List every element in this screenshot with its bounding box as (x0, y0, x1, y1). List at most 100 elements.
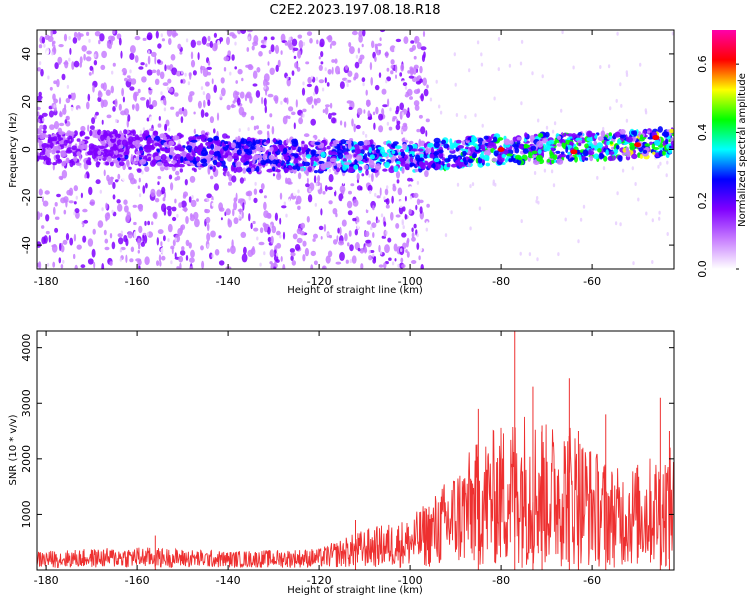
band-blob (113, 130, 118, 134)
band-blob (154, 155, 161, 161)
band-blob (619, 129, 626, 135)
band-blob (301, 140, 305, 144)
noise-blob (81, 45, 87, 52)
band-blob (335, 167, 341, 173)
noise-blob (170, 245, 175, 250)
noise-blob (396, 179, 400, 184)
noise-blob (193, 128, 197, 134)
noise-blob (397, 187, 403, 196)
noise-blob (125, 215, 130, 223)
band-blob (578, 142, 582, 147)
noise-blob (189, 213, 193, 219)
band-blob (249, 146, 256, 150)
noise-blob (404, 213, 407, 220)
band-blob (177, 159, 181, 165)
band-blob (320, 151, 326, 158)
band-blob (285, 138, 289, 144)
noise-blob (212, 43, 218, 52)
band-blob (196, 136, 202, 140)
noise-blob (298, 40, 304, 49)
spectrogram-heatmap (37, 30, 674, 269)
band-blob (97, 161, 101, 165)
noise-blob (260, 183, 265, 190)
noise-blob (384, 188, 389, 196)
noise-blob (85, 120, 92, 126)
noise-speck (174, 237, 177, 242)
noise-blob (263, 97, 267, 107)
noise-blob (242, 167, 247, 174)
noise-blob (246, 30, 253, 33)
noise-blob (146, 99, 150, 109)
band-blob (475, 145, 479, 151)
noise-blob (373, 256, 377, 261)
noise-speck (536, 196, 539, 200)
band-blob (549, 150, 553, 156)
noise-blob (106, 114, 112, 119)
band-blob (374, 163, 382, 171)
noise-blob (318, 79, 325, 84)
band-blob (582, 149, 589, 157)
noise-blob (157, 181, 160, 186)
noise-blob (395, 74, 397, 79)
noise-speck (324, 67, 327, 72)
band-blob (631, 130, 635, 135)
band-blob (172, 135, 180, 141)
noise-blob (146, 32, 153, 40)
band-blob (128, 136, 134, 144)
noise-blob (305, 61, 310, 65)
band-blob (224, 141, 229, 145)
noise-blob (348, 230, 352, 237)
band-blob (467, 137, 472, 141)
band-blob (153, 135, 161, 142)
noise-blob (145, 63, 148, 68)
band-blob (217, 151, 221, 157)
band-blob (164, 148, 170, 154)
noise-blob (189, 266, 194, 269)
band-blob (235, 161, 242, 168)
band-blob (252, 155, 259, 160)
noise-blob (351, 30, 358, 36)
noise-blob (132, 204, 137, 208)
noise-speck (160, 91, 163, 96)
band-blob (425, 146, 429, 154)
noise-blob (131, 263, 136, 269)
band-blob (97, 150, 101, 156)
noise-blob (180, 116, 184, 124)
band-blob (106, 155, 112, 163)
snr-y-tick-label: 4000 (20, 334, 33, 362)
noise-speck (497, 37, 501, 41)
noise-speck (508, 63, 512, 68)
band-blob (411, 143, 418, 150)
noise-blob (302, 240, 307, 247)
band-blob (414, 168, 419, 173)
noise-blob (118, 37, 122, 46)
noise-speck (66, 84, 70, 89)
noise-blob (126, 75, 131, 79)
noise-blob (92, 85, 95, 93)
band-blob (444, 158, 451, 163)
noise-blob (154, 78, 160, 86)
noise-blob (170, 54, 176, 61)
noise-blob (387, 114, 393, 124)
noise-blob (304, 247, 309, 257)
band-blob (190, 139, 198, 143)
noise-blob (188, 114, 194, 119)
noise-blob (267, 61, 270, 66)
band-blob (387, 143, 391, 147)
noise-blob (181, 200, 187, 208)
band-blob (593, 144, 599, 151)
noise-speck (73, 211, 76, 216)
noise-blob (112, 181, 116, 190)
noise-speck (315, 182, 318, 187)
band-blob (331, 143, 337, 147)
snr-x-tick-label: -160 (125, 574, 150, 587)
band-blob (508, 158, 513, 163)
noise-speck (166, 86, 170, 91)
noise-blob (52, 40, 56, 45)
noise-blob (295, 99, 298, 108)
band-blob (629, 144, 636, 151)
noise-speck (621, 168, 625, 173)
noise-blob (252, 83, 258, 87)
noise-blob (160, 85, 163, 91)
